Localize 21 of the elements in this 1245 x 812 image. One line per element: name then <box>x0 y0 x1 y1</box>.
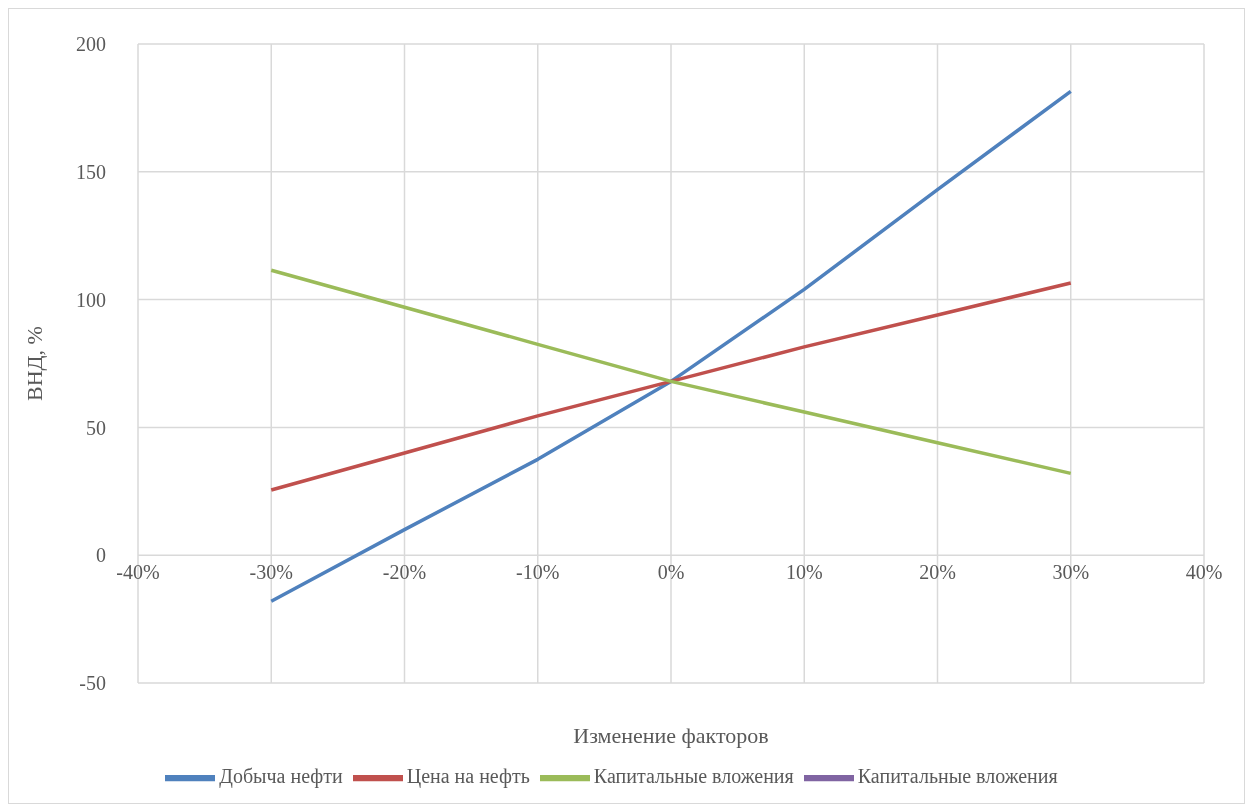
legend-label: Добыча нефти <box>219 764 343 787</box>
x-tick-label: 40% <box>1185 560 1223 583</box>
y-tick-label: 50 <box>86 416 106 439</box>
y-tick-label: 100 <box>76 288 106 311</box>
legend-label: Капитальные вложения <box>857 764 1058 787</box>
x-axis-title: Изменение факторов <box>573 723 769 748</box>
x-tick-label: -30% <box>249 560 293 583</box>
legend-label: Капитальные вложения <box>593 764 794 787</box>
y-tick-label: 0 <box>96 544 106 567</box>
legend-label: Цена на нефть <box>406 764 530 787</box>
y-tick-label: 150 <box>76 160 106 183</box>
x-tick-label: -20% <box>382 560 427 583</box>
x-tick-label: 10% <box>785 560 823 583</box>
y-tick-label: -50 <box>79 672 106 695</box>
x-tick-label: -40% <box>116 560 160 583</box>
x-tick-label: 0% <box>657 560 685 583</box>
x-tick-label: 20% <box>919 560 956 583</box>
x-tick-label: -10% <box>516 560 560 583</box>
y-tick-label: 200 <box>76 33 106 56</box>
y-axis-title: ВНД, % <box>21 326 47 401</box>
x-tick-label: 30% <box>1052 560 1090 583</box>
